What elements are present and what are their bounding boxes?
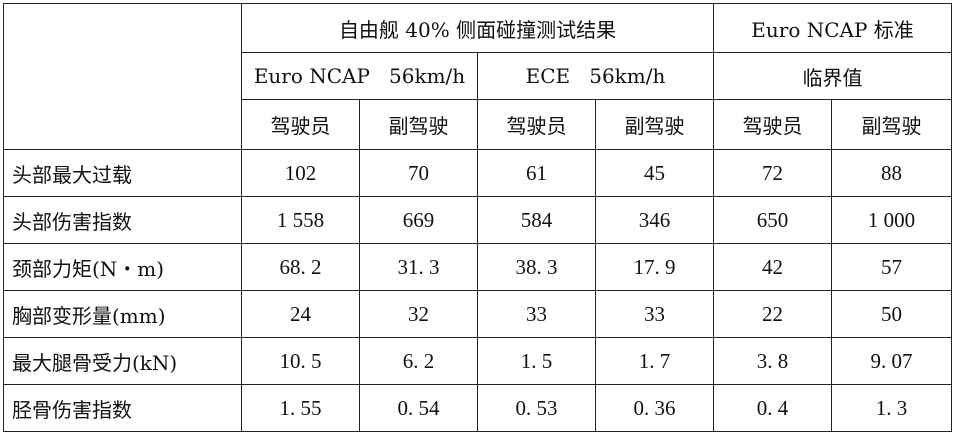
- table-cell: 61: [477, 149, 596, 197]
- driver-header: 驾驶员: [241, 99, 360, 150]
- passenger-header: 副驾驶: [359, 99, 478, 150]
- table-cell: 346: [594, 196, 715, 244]
- row-label: 胫骨伤害指数: [3, 384, 242, 432]
- table-cell: 72: [713, 149, 833, 197]
- table-cell: 50: [831, 290, 953, 338]
- table-cell: 68. 2: [241, 243, 360, 291]
- standard-header: Euro NCAP 标准: [713, 3, 953, 53]
- table-cell: 10. 5: [241, 337, 360, 385]
- table-cell: 1. 55: [241, 384, 360, 432]
- table-cell: 38. 3: [477, 243, 596, 291]
- table-cell: 1 558: [241, 196, 360, 244]
- table-cell: 33: [594, 290, 715, 338]
- table-row: 最大腿骨受力(kN) 10. 5 6. 2 1. 5 1. 7 3. 8 9. …: [3, 337, 953, 385]
- test-results-header: 自由舰 40% 侧面碰撞测试结果: [240, 3, 715, 53]
- table-cell: 0. 53: [477, 384, 596, 432]
- ece-subheader: ECE 56km/h: [476, 52, 715, 100]
- table-cell: 0. 54: [359, 384, 478, 432]
- table-cell: 102: [241, 149, 360, 197]
- table-cell: 70: [359, 149, 478, 197]
- crash-test-table: 自由舰 40% 侧面碰撞测试结果 Euro NCAP 标准 Euro NCAP …: [3, 3, 953, 432]
- table-cell: 1. 5: [477, 337, 596, 385]
- row-label: 头部最大过载: [3, 149, 242, 197]
- row-label: 颈部力矩(N・m): [3, 243, 242, 291]
- table-cell: 1. 7: [594, 337, 715, 385]
- table-row: 头部伤害指数 1 558 669 584 346 650 1 000: [3, 196, 953, 244]
- table-cell: 6. 2: [359, 337, 478, 385]
- table-row: 颈部力矩(N・m) 68. 2 31. 3 38. 3 17. 9 42 57: [3, 243, 953, 291]
- row-label: 最大腿骨受力(kN): [3, 337, 242, 385]
- table-cell: 650: [713, 196, 833, 244]
- limit-subheader: 临界值: [713, 52, 953, 100]
- corner-cell: [3, 3, 242, 150]
- driver-header: 驾驶员: [477, 99, 596, 150]
- table-cell: 1 000: [831, 196, 953, 244]
- table-cell: 17. 9: [594, 243, 715, 291]
- table-cell: 88: [831, 149, 953, 197]
- row-label: 胸部变形量(mm): [3, 290, 242, 338]
- table-cell: 33: [477, 290, 596, 338]
- table-cell: 45: [594, 149, 715, 197]
- table-cell: 669: [359, 196, 478, 244]
- euro-ncap-subheader: Euro NCAP 56km/h: [241, 52, 478, 100]
- table-row: 头部最大过载 102 70 61 45 72 88: [3, 149, 953, 197]
- table-cell: 42: [713, 243, 833, 291]
- table-cell: 24: [241, 290, 360, 338]
- table-cell: 1. 3: [831, 384, 953, 432]
- table-cell: 31. 3: [359, 243, 478, 291]
- passenger-header: 副驾驶: [594, 99, 715, 150]
- table-row: 胫骨伤害指数 1. 55 0. 54 0. 53 0. 36 0. 4 1. 3: [3, 384, 953, 432]
- driver-header: 驾驶员: [713, 99, 833, 150]
- table-cell: 3. 8: [713, 337, 833, 385]
- table-cell: 584: [477, 196, 596, 244]
- table-cell: 57: [831, 243, 953, 291]
- table-cell: 0. 36: [594, 384, 715, 432]
- row-label: 头部伤害指数: [3, 196, 242, 244]
- table-row: 胸部变形量(mm) 24 32 33 33 22 50: [3, 290, 953, 338]
- table-cell: 9. 07: [831, 337, 953, 385]
- table-cell: 22: [713, 290, 833, 338]
- passenger-header: 副驾驶: [831, 99, 953, 150]
- table-cell: 32: [359, 290, 478, 338]
- table-cell: 0. 4: [713, 384, 833, 432]
